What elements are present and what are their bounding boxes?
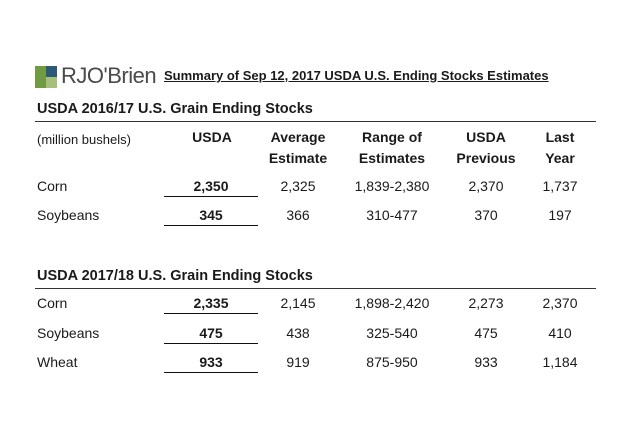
last-year-value: 410 (548, 325, 572, 341)
usda-value: 2,350 (164, 178, 258, 197)
col-header-average-estimate: Average Estimate (268, 129, 328, 166)
section-divider (35, 288, 596, 289)
rjobrien-logo: RJO'Brien (35, 61, 157, 91)
average-estimate-value: 919 (286, 354, 310, 370)
average-estimate-value: 2,145 (280, 295, 316, 311)
usda-previous-value: 475 (474, 325, 498, 341)
usda-previous-value: 2,273 (468, 295, 504, 311)
last-year-value: 1,737 (542, 178, 578, 194)
average-estimate-value: 438 (286, 325, 310, 341)
section-title-2016-17: USDA 2016/17 U.S. Grain Ending Stocks (37, 101, 313, 117)
range-value: 1,898-2,420 (354, 295, 430, 311)
usda-value: 2,335 (164, 295, 258, 314)
usda-previous-value: 933 (474, 354, 498, 370)
usda-value: 345 (164, 207, 258, 226)
col-header-usda: USDA (192, 129, 232, 145)
average-estimate-value: 366 (286, 207, 310, 223)
col-header-last-year: Last Year (545, 129, 575, 166)
row-name: Soybeans (37, 325, 100, 341)
range-value: 875-950 (366, 354, 418, 370)
last-year-value: 197 (548, 207, 572, 223)
range-value: 325-540 (366, 325, 418, 341)
row-name: Corn (37, 178, 68, 194)
document-title: Summary of Sep 12, 2017 USDA U.S. Ending… (164, 68, 549, 83)
usda-value: 933 (164, 354, 258, 373)
row-name: Corn (37, 295, 68, 311)
units-label: (million bushels) (37, 132, 131, 147)
section-title-2017-18: USDA 2017/18 U.S. Grain Ending Stocks (37, 268, 313, 284)
col-header-range-of-estimates: Range of Estimates (358, 129, 426, 166)
average-estimate-value: 2,325 (280, 178, 316, 194)
usda-value: 475 (164, 325, 258, 344)
last-year-value: 1,184 (542, 354, 578, 370)
row-name: Wheat (37, 354, 78, 370)
usda-previous-value: 370 (474, 207, 498, 223)
row-name: Soybeans (37, 207, 100, 223)
col-header-usda-previous: USDA Previous (456, 129, 516, 166)
usda-previous-value: 2,370 (468, 178, 504, 194)
last-year-value: 2,370 (542, 295, 578, 311)
range-value: 1,839-2,380 (354, 178, 430, 194)
section-divider (35, 121, 596, 122)
logo-text: RJO'Brien (61, 63, 157, 88)
logo-mark-icon (35, 66, 57, 88)
range-value: 310-477 (366, 207, 418, 223)
